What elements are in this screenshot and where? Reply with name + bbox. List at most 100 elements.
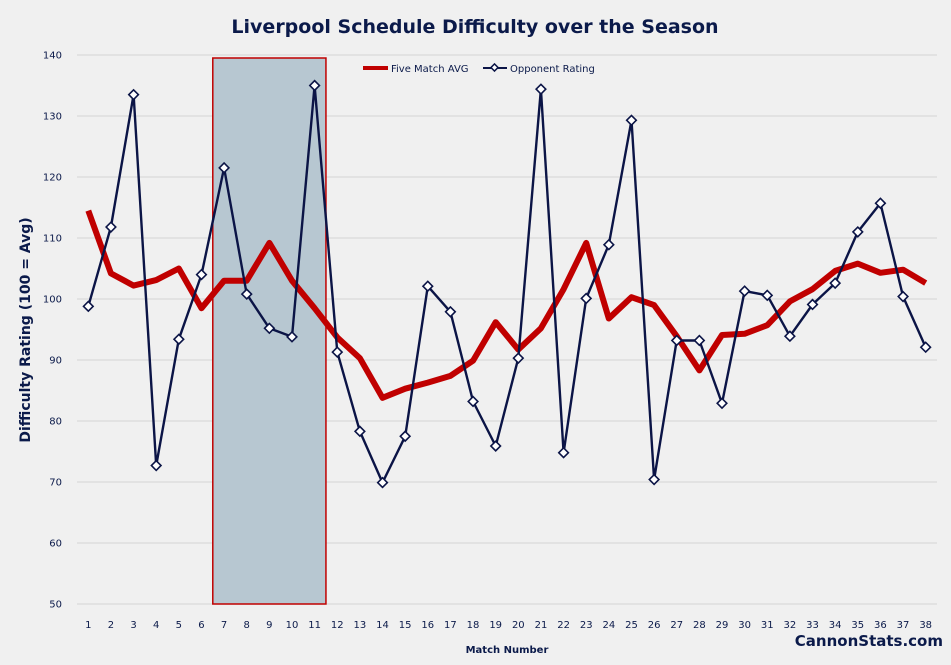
data-point-opponent-rating	[376, 476, 389, 489]
data-point-opponent-rating	[783, 330, 796, 343]
x-tick-label: 19	[489, 620, 502, 631]
data-point-opponent-rating	[512, 352, 525, 365]
data-point-opponent-rating	[738, 285, 751, 298]
y-tick-label: 100	[43, 295, 62, 306]
x-tick-label: 13	[354, 620, 367, 631]
data-point-opponent-rating	[851, 225, 864, 238]
x-tick-label: 21	[535, 620, 548, 631]
x-tick-label: 17	[444, 620, 457, 631]
series-line-five-match-avg	[85, 209, 928, 401]
legend: Five Match AVG Opponent Rating	[363, 62, 595, 75]
y-tick-label: 120	[43, 173, 62, 184]
x-tick-label: 24	[602, 620, 615, 631]
y-tick-label: 80	[49, 417, 62, 428]
x-tick-label: 23	[580, 620, 593, 631]
data-point-opponent-rating	[172, 333, 185, 346]
y-axis-ticks: 50 60 70 80 90 100 110 120 130 140	[43, 51, 62, 611]
x-tick-label: 4	[153, 620, 159, 631]
data-point-opponent-rating	[806, 298, 819, 311]
data-point-opponent-rating	[897, 290, 909, 303]
x-tick-label: 6	[198, 620, 204, 631]
y-tick-label: 50	[49, 600, 62, 611]
x-tick-label: 22	[557, 620, 570, 631]
x-tick-label: 32	[784, 620, 797, 631]
brand-watermark: CannonStats.com	[795, 632, 943, 650]
data-point-opponent-rating	[535, 83, 547, 96]
data-point-opponent-rating	[467, 395, 479, 408]
x-tick-label: 12	[331, 620, 344, 631]
x-tick-label: 1	[85, 620, 91, 631]
x-tick-label: 36	[874, 620, 887, 631]
x-tick-label: 31	[761, 620, 774, 631]
y-tick-label: 60	[49, 539, 62, 550]
chart-title: Liverpool Schedule Difficulty over the S…	[231, 16, 718, 38]
y-tick-label: 70	[49, 478, 62, 489]
data-point-opponent-rating	[625, 114, 638, 127]
data-point-opponent-rating	[127, 88, 140, 101]
data-point-opponent-rating	[489, 440, 502, 452]
x-axis-label: Match Number	[466, 645, 549, 656]
x-tick-label: 20	[512, 620, 525, 631]
x-tick-label: 33	[806, 620, 819, 631]
x-tick-label: 3	[130, 620, 136, 631]
x-tick-label: 9	[266, 620, 272, 631]
data-point-opponent-rating	[353, 425, 366, 438]
legend-label-five-match-avg: Five Match AVG	[391, 64, 469, 75]
data-point-opponent-rating	[919, 341, 932, 354]
x-tick-label: 14	[376, 620, 389, 631]
y-tick-label: 90	[49, 356, 62, 367]
legend-marker-opponent-rating	[489, 62, 500, 73]
data-point-opponent-rating	[761, 289, 774, 302]
x-tick-label: 25	[625, 620, 638, 631]
gridlines	[77, 54, 937, 605]
x-tick-label: 11	[308, 620, 321, 631]
y-tick-label: 130	[43, 112, 62, 123]
x-tick-label: 34	[829, 620, 842, 631]
x-tick-label: 10	[286, 620, 299, 631]
x-tick-label: 30	[738, 620, 751, 631]
data-point-opponent-rating	[648, 473, 661, 486]
data-point-opponent-rating	[286, 330, 298, 343]
y-axis-label: Difficulty Rating (100 = Avg)	[18, 217, 34, 442]
series-points	[82, 79, 932, 489]
x-tick-label: 8	[244, 620, 250, 631]
data-point-opponent-rating	[874, 197, 887, 210]
data-point-opponent-rating	[195, 268, 208, 281]
x-tick-label: 16	[421, 620, 434, 631]
x-tick-label: 27	[670, 620, 683, 631]
data-point-opponent-rating	[308, 79, 321, 92]
data-point-opponent-rating	[82, 300, 95, 313]
data-point-opponent-rating	[263, 322, 276, 335]
x-tick-label: 28	[693, 620, 706, 631]
x-axis-ticks: 1 2 3 4 5 6 7 8 9 10 11 12 13 14 15 16 17 18 19 20 21 22 23 24 2…	[85, 620, 932, 631]
data-point-opponent-rating	[716, 397, 728, 410]
x-tick-label: 18	[467, 620, 480, 631]
x-tick-label: 35	[851, 620, 864, 631]
data-point-opponent-rating	[557, 446, 570, 459]
x-tick-label: 38	[919, 620, 932, 631]
x-tick-label: 15	[399, 620, 412, 631]
x-tick-label: 29	[716, 620, 729, 631]
x-tick-label: 7	[221, 620, 227, 631]
data-point-opponent-rating	[580, 292, 593, 305]
x-tick-label: 2	[108, 620, 114, 631]
x-tick-label: 37	[897, 620, 910, 631]
series-lines	[85, 84, 928, 484]
data-point-opponent-rating	[399, 430, 412, 443]
data-point-opponent-rating	[240, 288, 253, 301]
data-point-opponent-rating	[150, 459, 163, 472]
x-tick-label: 5	[176, 620, 182, 631]
data-point-opponent-rating	[444, 305, 457, 318]
data-point-opponent-rating	[829, 277, 842, 290]
y-tick-label: 140	[43, 51, 62, 62]
data-point-opponent-rating	[693, 334, 706, 347]
data-point-opponent-rating	[218, 161, 231, 174]
series-line-opponent-rating	[87, 84, 927, 484]
y-tick-label: 110	[43, 234, 62, 245]
legend-label-opponent-rating: Opponent Rating	[510, 64, 595, 75]
data-point-opponent-rating	[331, 346, 344, 359]
data-point-opponent-rating	[421, 280, 434, 293]
x-tick-label: 26	[648, 620, 661, 631]
